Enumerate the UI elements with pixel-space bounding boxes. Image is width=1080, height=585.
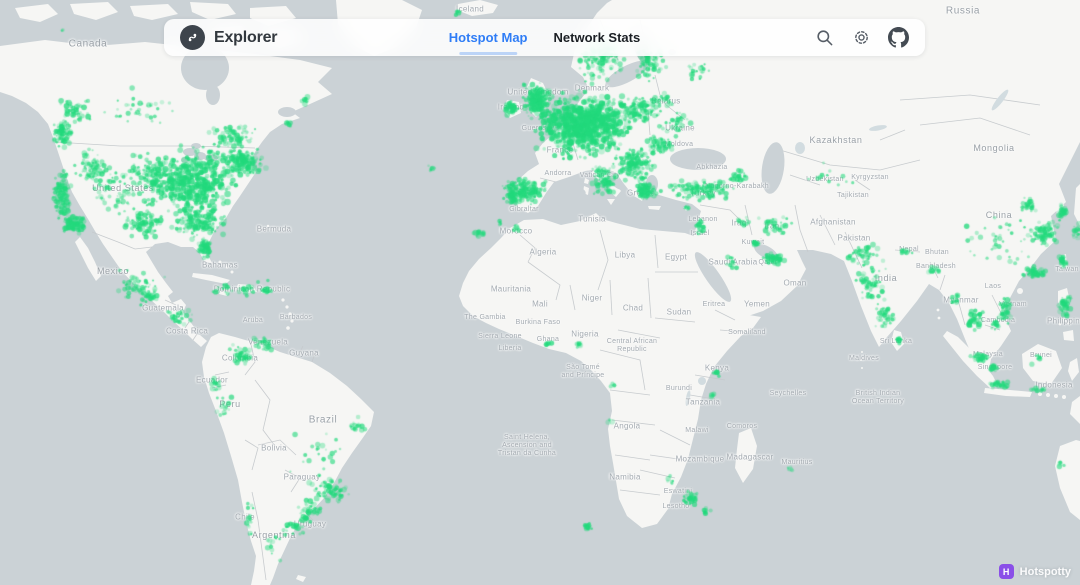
top-navbar: Explorer Hotspot Map Network Stats bbox=[164, 19, 925, 56]
helium-logo-icon bbox=[180, 25, 205, 50]
active-tab-indicator bbox=[459, 52, 518, 55]
tab-network-stats[interactable]: Network Stats bbox=[553, 30, 641, 45]
explorer-brand[interactable]: Explorer bbox=[180, 25, 278, 50]
hotspotty-attribution[interactable]: H Hotspotty bbox=[998, 564, 1071, 579]
search-icon[interactable] bbox=[813, 27, 835, 49]
settings-icon[interactable] bbox=[850, 27, 872, 49]
navbar-actions bbox=[813, 27, 909, 49]
brand-title: Explorer bbox=[214, 28, 278, 46]
tab-hotspot-map[interactable]: Hotspot Map bbox=[449, 19, 528, 56]
hotspotty-logo-icon: H bbox=[998, 564, 1014, 579]
github-icon[interactable] bbox=[887, 27, 909, 49]
hotspotty-label: Hotspotty bbox=[1019, 565, 1071, 578]
nav-tabs: Hotspot Map Network Stats bbox=[449, 19, 640, 56]
